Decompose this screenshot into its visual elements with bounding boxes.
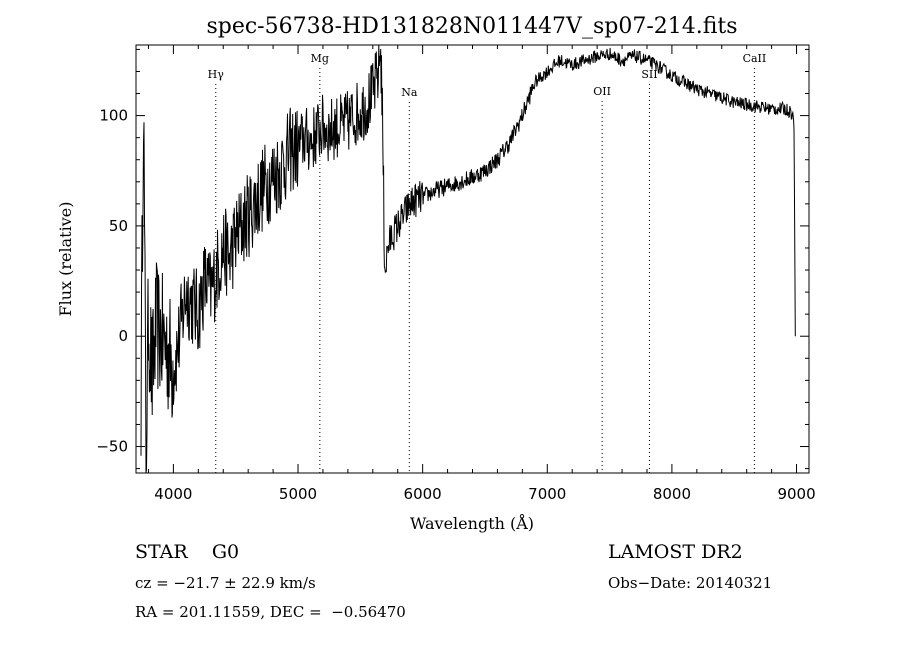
- x-tick-label: 9000: [777, 485, 815, 503]
- observation-date: Obs−Date: 20140321: [608, 574, 773, 592]
- x-axis-label: Wavelength (Å): [410, 513, 534, 533]
- x-tick-label: 8000: [653, 485, 691, 503]
- line-marker-label: Na: [401, 86, 418, 99]
- ra-dec-coordinates: RA = 201.11559, DEC = −0.56470: [135, 603, 406, 621]
- plot-frame: [135, 44, 810, 474]
- chart-title: spec-56738-HD131828N011447V_sp07-214.fit…: [206, 14, 737, 39]
- object-class: STAR G0: [135, 541, 240, 563]
- emission-line-markers: Hγ Mg Na OII SII CaII: [208, 52, 767, 473]
- x-tick-label: 6000: [404, 485, 442, 503]
- line-marker-label: Hγ: [208, 68, 225, 81]
- y-tick-label: −50: [96, 438, 128, 456]
- survey-name: LAMOST DR2: [608, 541, 743, 563]
- x-tick-label: 4000: [154, 485, 192, 503]
- redshift-velocity: cz = −21.7 ± 22.9 km/s: [135, 574, 316, 592]
- line-marker-label: CaII: [743, 52, 767, 65]
- axis-ticks: 4000 5000 6000 7000 8000 9000 −50 0 50 100: [96, 45, 816, 503]
- plot-border: [135, 44, 810, 474]
- y-tick-label: 0: [118, 327, 128, 345]
- line-marker-label: OII: [593, 85, 611, 98]
- spectrum-line: [140, 44, 796, 474]
- line-marker-label: SII: [641, 68, 657, 81]
- x-tick-label: 7000: [528, 485, 566, 503]
- x-tick-label: 5000: [279, 485, 317, 503]
- line-marker-label: Mg: [311, 52, 329, 65]
- y-tick-label: 100: [99, 107, 128, 125]
- y-axis-label: Flux (relative): [56, 202, 75, 317]
- y-tick-label: 50: [109, 217, 128, 235]
- spectrum-series: [140, 44, 796, 474]
